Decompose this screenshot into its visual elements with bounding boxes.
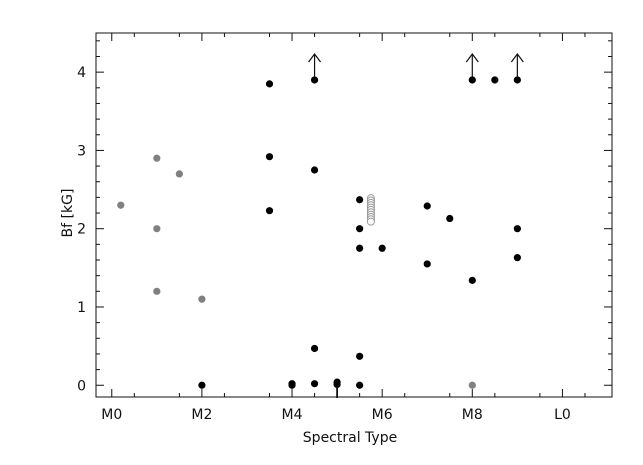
gray-data-point: [153, 287, 161, 295]
y-tick-label: 3: [77, 143, 86, 159]
black-data-point: [491, 76, 499, 84]
black-data-point: [356, 225, 364, 233]
black-data-point: [265, 80, 274, 88]
black-data-point: [468, 276, 476, 284]
black-data-point: [310, 344, 319, 353]
gray-data-point: [175, 170, 183, 178]
black-data-point: [310, 76, 319, 84]
black-data-point: [513, 225, 521, 233]
gray-data-point: [468, 381, 476, 389]
lower-limit-arrow-head: [465, 52, 479, 63]
lower-limit-arrow-head: [308, 52, 322, 63]
black-data-point: [423, 202, 431, 210]
black-data-point: [356, 352, 364, 360]
black-data-point: [513, 76, 521, 84]
black-data-point: [288, 381, 296, 389]
gray-data-point: [153, 225, 161, 233]
y-tick-label: 1: [77, 300, 86, 316]
black-data-point: [198, 381, 206, 389]
axes-layer: M0 M2 M4 M6 M8 L0 0 1 2 3 4: [77, 32, 613, 423]
x-tick-label: M0: [101, 407, 122, 423]
y-axis-title: Bf [kG]: [60, 189, 76, 238]
black-data-point: [446, 214, 454, 223]
x-tick-label: M4: [282, 407, 303, 423]
hollow-data-point: [366, 217, 375, 226]
x-tick-label: M6: [372, 407, 393, 423]
black-data-point: [468, 76, 476, 84]
black-data-point: [356, 244, 364, 252]
x-tick-label: L0: [554, 407, 571, 423]
marks-layer: [117, 52, 524, 398]
y-tick-label: 4: [77, 65, 86, 81]
y-tick-label: 0: [77, 378, 86, 394]
x-tick-label: M2: [191, 407, 212, 423]
black-data-point: [265, 153, 274, 161]
gray-data-point: [198, 295, 206, 303]
black-data-point: [356, 381, 364, 389]
y-tick-label: 2: [77, 222, 86, 238]
black-data-point: [310, 380, 319, 388]
plot-frame: [95, 32, 613, 398]
gray-data-point: [153, 154, 161, 162]
black-data-point: [333, 380, 341, 389]
x-axis-title: Spectral Type: [303, 430, 397, 446]
black-data-point: [513, 254, 521, 262]
lower-limit-arrow-head: [510, 52, 524, 63]
black-data-point: [378, 244, 386, 252]
x-tick-label: M8: [462, 407, 483, 423]
black-data-point: [423, 260, 431, 268]
black-data-point: [265, 207, 274, 215]
black-data-point: [356, 196, 364, 204]
gray-data-point: [117, 201, 125, 209]
black-data-point: [310, 166, 319, 174]
